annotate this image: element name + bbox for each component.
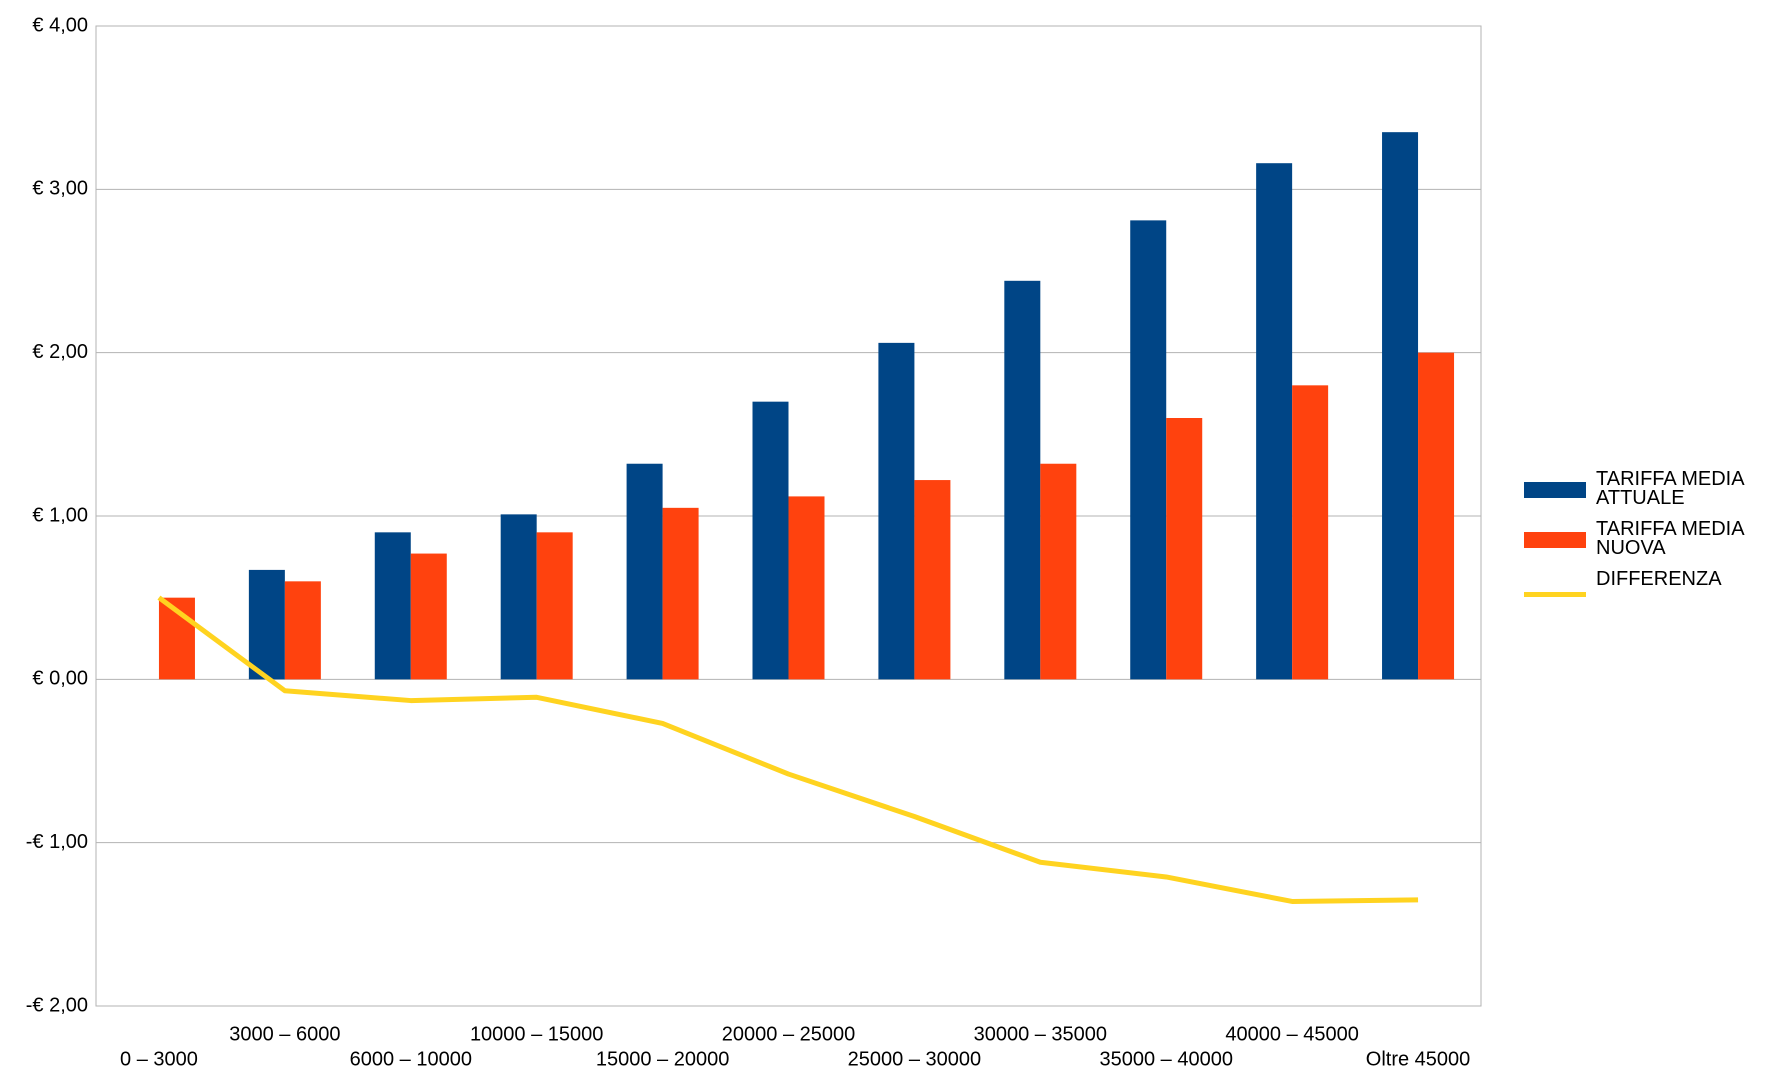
x-tick-label: 6000 – 10000 <box>350 1048 472 1070</box>
bar <box>1040 463 1077 680</box>
x-tick-label: Oltre 45000 <box>1366 1048 1471 1070</box>
legend-swatch <box>1524 532 1586 548</box>
legend-label: DIFFERENZA <box>1596 568 1722 590</box>
bar <box>1130 220 1167 680</box>
bar <box>374 532 411 680</box>
x-tick-label: 20000 – 25000 <box>722 1023 855 1045</box>
y-tick-label: € 3,00 <box>32 178 88 200</box>
legend-item: TARIFFA MEDIA NUOVA <box>1524 518 1764 559</box>
y-tick-label: € 1,00 <box>32 504 88 526</box>
bar <box>788 496 825 680</box>
y-tick-label: -€ 1,00 <box>26 831 88 853</box>
bar <box>1382 132 1419 680</box>
legend-swatch <box>1524 592 1586 597</box>
bar <box>1292 385 1329 680</box>
y-tick-label: -€ 2,00 <box>26 994 88 1016</box>
legend-label: TARIFFA MEDIA ATTUALE <box>1596 468 1744 509</box>
bar <box>1256 163 1293 680</box>
bar <box>878 342 915 680</box>
x-tick-label: 35000 – 40000 <box>1099 1048 1232 1070</box>
x-tick-label: 10000 – 15000 <box>470 1023 603 1045</box>
x-tick-label: 15000 – 20000 <box>596 1048 729 1070</box>
x-tick-label: 40000 – 45000 <box>1225 1023 1358 1045</box>
y-tick-label: € 0,00 <box>32 668 88 690</box>
y-tick-label: € 2,00 <box>32 341 88 363</box>
legend-item: TARIFFA MEDIA ATTUALE <box>1524 468 1764 509</box>
legend-label: TARIFFA MEDIA NUOVA <box>1596 518 1744 559</box>
x-tick-label: 0 – 3000 <box>120 1048 198 1070</box>
bar <box>914 480 951 680</box>
bar <box>500 514 537 680</box>
bar <box>752 401 789 680</box>
line <box>157 595 1419 904</box>
bar <box>626 463 663 680</box>
bar <box>662 507 699 680</box>
bar <box>410 553 447 680</box>
bar <box>1004 280 1041 680</box>
legend-swatch <box>1524 482 1586 498</box>
plot-frame <box>95 25 1482 1007</box>
bar <box>1166 418 1203 680</box>
bar <box>248 569 285 680</box>
bar <box>1418 352 1455 680</box>
bar <box>536 532 573 680</box>
x-tick-label: 25000 – 30000 <box>848 1048 981 1070</box>
legend-item: DIFFERENZA <box>1524 568 1764 597</box>
y-tick-label: € 4,00 <box>32 14 88 36</box>
legend: TARIFFA MEDIA ATTUALE TARIFFA MEDIA NUOVA… <box>1524 468 1764 609</box>
x-tick-label: 3000 – 6000 <box>229 1023 340 1045</box>
x-tick-label: 30000 – 35000 <box>974 1023 1107 1045</box>
bar <box>284 581 321 680</box>
